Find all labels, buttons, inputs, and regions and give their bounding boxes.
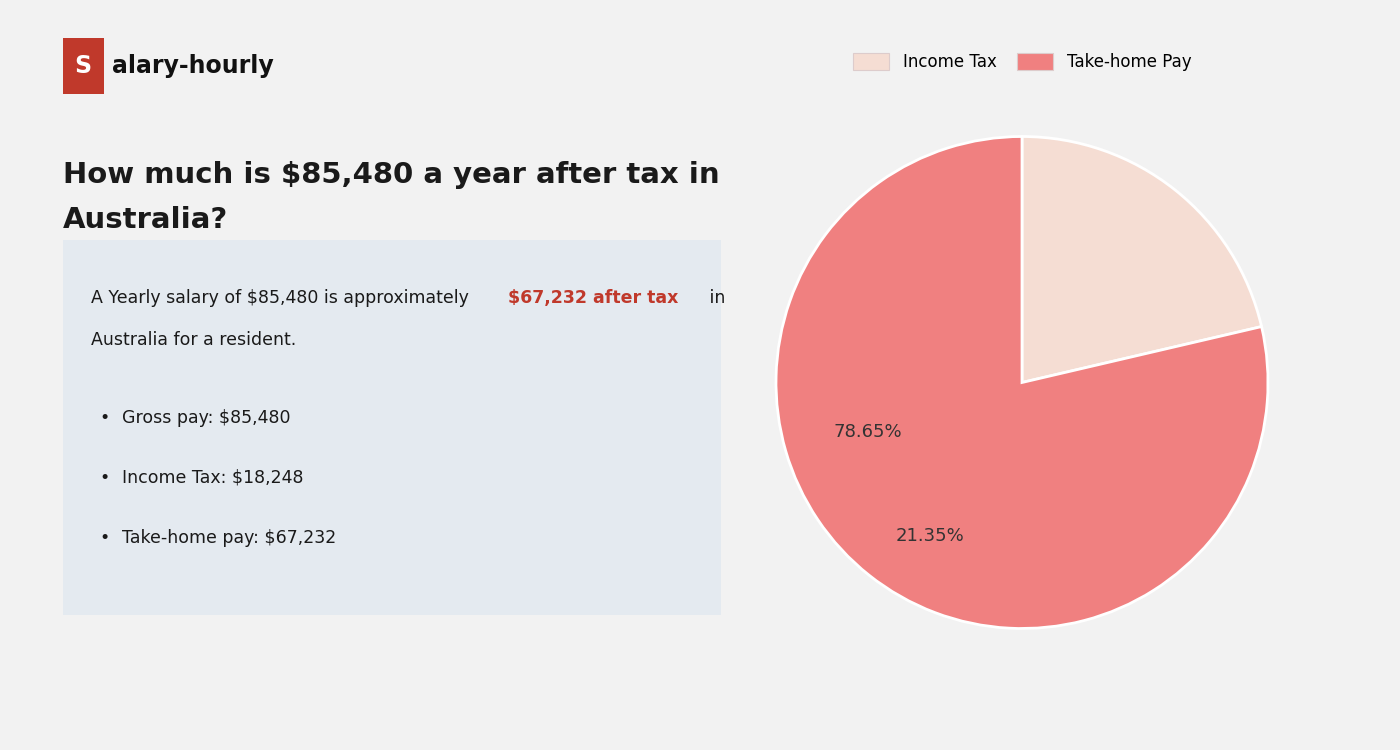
FancyBboxPatch shape xyxy=(63,240,721,615)
Text: A Yearly salary of $85,480 is approximately: A Yearly salary of $85,480 is approximat… xyxy=(91,289,475,307)
Text: •: • xyxy=(99,409,111,427)
Text: Gross pay: $85,480: Gross pay: $85,480 xyxy=(123,409,291,427)
Text: How much is $85,480 a year after tax in: How much is $85,480 a year after tax in xyxy=(63,161,720,189)
Wedge shape xyxy=(776,136,1268,628)
Text: in: in xyxy=(703,289,725,307)
Text: Australia?: Australia? xyxy=(63,206,228,234)
FancyBboxPatch shape xyxy=(63,38,104,94)
Text: Take-home pay: $67,232: Take-home pay: $67,232 xyxy=(123,529,337,547)
Text: Australia for a resident.: Australia for a resident. xyxy=(91,332,297,350)
Text: 78.65%: 78.65% xyxy=(834,423,903,441)
Legend: Income Tax, Take-home Pay: Income Tax, Take-home Pay xyxy=(846,46,1198,78)
Text: •: • xyxy=(99,469,111,487)
Text: S: S xyxy=(74,54,92,78)
Text: Income Tax: $18,248: Income Tax: $18,248 xyxy=(123,469,304,487)
Wedge shape xyxy=(1022,136,1261,382)
Text: 21.35%: 21.35% xyxy=(896,527,965,545)
Text: •: • xyxy=(99,529,111,547)
Text: alary-hourly: alary-hourly xyxy=(112,54,274,78)
Text: $67,232 after tax: $67,232 after tax xyxy=(507,289,678,307)
